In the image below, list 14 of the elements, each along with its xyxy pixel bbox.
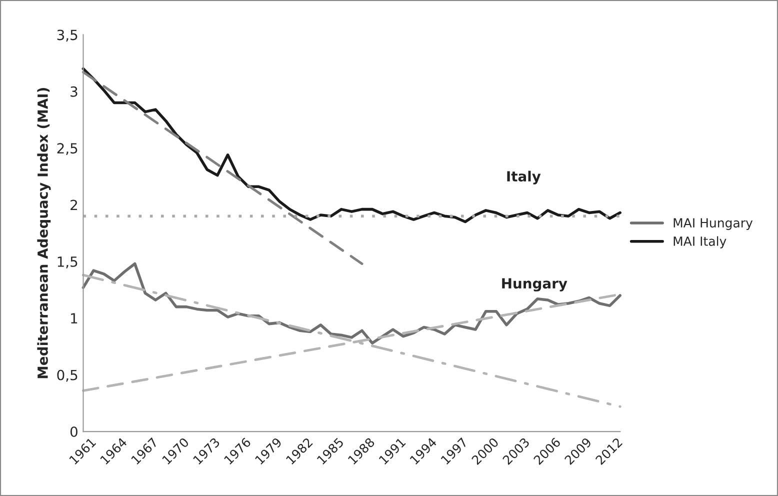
annotation: Hungary (502, 278, 568, 292)
y-tick-label: 0,5 (57, 370, 78, 382)
y-tick-label: 1,5 (58, 256, 78, 268)
y-axis-title: Mediterranean Adequacy Index (MAI) (37, 88, 51, 378)
y-tick-label: 2 (70, 200, 77, 210)
y-tick-label: 0 (70, 426, 78, 437)
y-tick-label: 3 (70, 86, 78, 97)
legend-label: MAI Hungary (674, 218, 753, 230)
y-tick-label: 1 (71, 313, 78, 324)
y-tick-label: 2,5 (57, 143, 78, 155)
legend-label: MAI Italy (674, 236, 726, 248)
y-tick-label: 3,5 (57, 30, 78, 42)
annotation: Italy (507, 170, 541, 184)
line-series (82, 67, 622, 224)
